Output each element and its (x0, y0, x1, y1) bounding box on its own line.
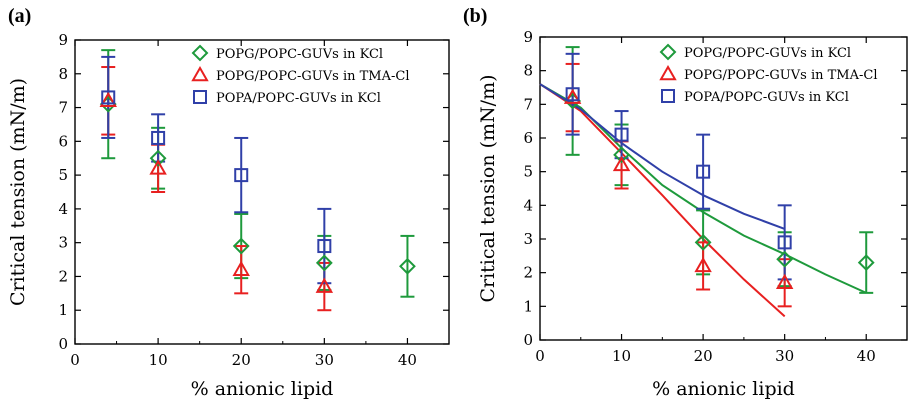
y-tick-label: 1 (58, 301, 68, 319)
legend-marker (191, 65, 209, 82)
legend-marker (661, 89, 675, 103)
y-tick-label: 0 (58, 335, 68, 353)
y-tick-label: 3 (58, 234, 68, 252)
x-tick-label: 0 (70, 351, 80, 369)
data-point-diamond-marker (694, 233, 712, 251)
x-tick-label: 10 (612, 347, 631, 365)
y-tick-label: 2 (58, 267, 68, 285)
data-point-square-marker (565, 87, 580, 102)
x-tick-label: 0 (535, 347, 545, 365)
x-tick-label: 20 (232, 351, 251, 369)
data-point-square-marker (234, 168, 249, 183)
y-tick-label: 5 (58, 166, 68, 184)
legend-entry: POPG/POPC-GUVs in KCl (684, 46, 851, 61)
data-point-diamond-marker (315, 254, 333, 272)
y-tick-label: 6 (523, 129, 533, 147)
x-axis-title: % anionic lipid (652, 378, 795, 400)
y-tick-label: 6 (58, 132, 68, 150)
data-point-diamond-marker (149, 149, 167, 167)
data-point-triangle-marker (315, 277, 334, 293)
data-point-square-marker (151, 130, 166, 145)
data-point-triangle-marker (99, 91, 117, 108)
data-point-square-marker (777, 235, 792, 250)
y-axis-title: Critical tension (mN/m) (7, 78, 29, 306)
data-point-square-marker (614, 127, 629, 142)
y-tick-label: 4 (523, 196, 533, 214)
data-point-triangle-marker (149, 159, 167, 175)
x-tick-label: 20 (694, 347, 713, 365)
data-point-triangle-marker (612, 155, 631, 172)
plot-frame (539, 36, 908, 341)
chart-panel-b: (b) 0 10 20 30 40 0 1 2 3 4 5 6 7 8 9 % anionic lipid Cri… (463, 5, 908, 400)
data-point-triangle-marker (232, 260, 250, 276)
x-tick-label: 30 (775, 347, 794, 365)
data-point-diamond-marker (776, 250, 794, 268)
data-point-square-marker (696, 164, 711, 179)
x-tick-label: 10 (149, 351, 168, 369)
legend-marker (191, 44, 209, 62)
y-tick-label: 4 (58, 200, 68, 218)
legend-entry: POPG/POPC-GUVs in KCl (216, 47, 383, 62)
fit-line (539, 83, 786, 230)
y-tick-label: 8 (58, 65, 68, 83)
y-tick-label: 9 (523, 28, 533, 46)
chart-panel-a: (a) 0 10 20 30 40 0 1 2 3 4 5 6 7 8 9 % anionic lipid Cri… (7, 5, 450, 400)
data-point-diamond-marker (399, 257, 416, 275)
y-tick-label: 2 (523, 264, 533, 282)
plot-frame (74, 39, 450, 345)
legend-entry: POPG/POPC-GUVs in TMA-Cl (684, 68, 877, 83)
legend-marker (659, 43, 677, 61)
data-point-triangle-marker (694, 256, 712, 273)
y-tick-label: 1 (523, 297, 533, 315)
y-axis-title: Critical tension (mN/m) (477, 74, 499, 302)
x-tick-label: 30 (315, 351, 334, 369)
data-point-diamond-marker (613, 146, 630, 164)
panel-label: (a) (8, 5, 31, 27)
y-tick-label: 3 (523, 230, 533, 248)
legend-entry: POPA/POPC-GUVs in KCl (684, 90, 849, 105)
data-point-square-marker (317, 239, 332, 254)
fit-line (539, 83, 786, 318)
legend-entry: POPG/POPC-GUVs in TMA-Cl (216, 69, 409, 84)
x-tick-label: 40 (857, 347, 876, 365)
x-tick-label: 40 (398, 351, 417, 369)
data-point-triangle-marker (563, 88, 582, 104)
panel-label: (b) (463, 5, 487, 27)
data-point-triangle-marker (775, 273, 794, 290)
legend-entry: POPA/POPC-GUVs in KCl (216, 91, 381, 106)
y-tick-label: 5 (523, 163, 533, 181)
legend-marker (193, 90, 207, 104)
y-tick-label: 0 (523, 331, 533, 349)
data-point-diamond-marker (857, 254, 875, 271)
legend-marker (659, 64, 677, 81)
data-point-diamond-marker (232, 237, 250, 255)
data-point-square-marker (101, 90, 116, 105)
y-tick-label: 9 (58, 31, 68, 49)
x-axis-title: % anionic lipid (191, 378, 334, 400)
y-tick-label: 7 (523, 95, 533, 113)
y-tick-label: 7 (58, 99, 68, 117)
y-tick-label: 8 (523, 62, 533, 80)
